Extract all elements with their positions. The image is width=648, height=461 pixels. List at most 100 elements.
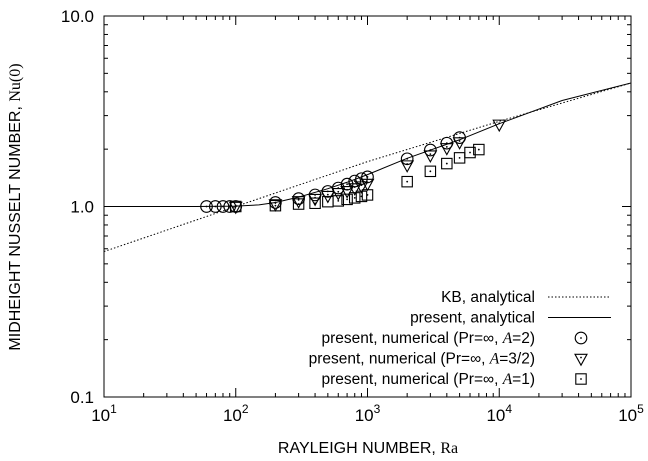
marker-dot — [477, 148, 480, 151]
marker-dot — [429, 170, 432, 173]
marker-square — [361, 189, 374, 201]
series-5-point — [441, 157, 453, 170]
series-5-point — [473, 143, 485, 156]
marker-triangle — [347, 183, 362, 196]
series-4-point — [331, 188, 346, 201]
legend-sample-marker-4 — [574, 353, 588, 367]
series-4-point — [423, 150, 438, 163]
series-5-point — [341, 193, 353, 206]
y-axis-title: MIDHEIGHT NUSSELT NUMBER, Nu(0) — [7, 63, 24, 350]
legend-label-1: KB, analytical — [441, 289, 535, 306]
legend: KB, analytical present, analytical present… — [309, 289, 611, 388]
marker-dot — [274, 202, 277, 204]
axes-layer: 101 102 103 104 105 0.1 1.0 10.0 — [61, 7, 644, 425]
series-3-point — [361, 170, 374, 184]
marker-square — [348, 192, 361, 204]
series-5-point — [332, 195, 345, 207]
series-1-line — [104, 82, 631, 253]
marker-dot — [353, 186, 356, 188]
legend-sample-marker-5 — [575, 373, 587, 385]
marker-ring — [440, 136, 454, 150]
marker-triangle — [360, 178, 375, 192]
marker-square — [424, 165, 437, 178]
marker-dot — [406, 157, 409, 160]
marker-square — [230, 200, 242, 213]
marker-triangle — [340, 185, 355, 199]
marker-square — [464, 146, 476, 159]
marker-ring — [424, 143, 437, 157]
marker-square — [309, 197, 321, 210]
marker-ring — [216, 200, 230, 213]
marker-dot — [580, 378, 582, 380]
legend-label-5: present, numerical (Pr=∞, A=1) — [322, 371, 536, 388]
series-4-point — [347, 183, 362, 196]
legend-label-4: present, numerical (Pr=∞, A=3/2) — [309, 351, 535, 368]
marker-ring — [269, 196, 282, 209]
series-3-point — [400, 152, 414, 166]
marker-dot — [366, 176, 369, 178]
marker-triangle — [400, 160, 415, 173]
marker-triangle — [268, 199, 283, 212]
marker-square — [332, 195, 345, 207]
marker-ring — [331, 181, 345, 195]
marker-square — [341, 193, 353, 206]
marker-square — [269, 199, 282, 212]
marker-dot — [429, 153, 432, 156]
marker-dot — [346, 183, 348, 186]
marker-dot — [326, 193, 329, 196]
series-4-point — [452, 137, 467, 150]
marker-dot — [326, 200, 329, 203]
marker-triangle — [492, 119, 507, 133]
marker-dot — [337, 200, 340, 202]
marker-dot — [234, 205, 237, 208]
marker-triangle — [354, 181, 369, 194]
marker-dot — [274, 204, 277, 207]
series-5-point — [401, 175, 413, 188]
legend-label-3: present, numerical (Pr=∞, A=2) — [322, 330, 536, 347]
marker-dot — [366, 181, 369, 184]
y-tick-label: 0.1 — [70, 388, 94, 407]
series-layer — [104, 82, 631, 253]
series-5-point — [424, 165, 437, 178]
marker-dot — [346, 188, 348, 191]
series-2-line — [104, 82, 631, 207]
marker-dot — [297, 199, 300, 201]
legend-sample-marker-3 — [574, 331, 588, 345]
marker-square — [355, 190, 368, 203]
series-3-point — [200, 200, 213, 213]
marker-dot — [366, 194, 369, 196]
marker-dot — [346, 198, 348, 201]
marker-square — [441, 157, 453, 170]
marker-triangle — [423, 150, 438, 163]
series-5-point — [464, 146, 476, 159]
y-tick-label: 1.0 — [70, 198, 94, 217]
marker-dot — [498, 122, 501, 125]
series-4-point — [354, 181, 369, 194]
marker-dot — [458, 140, 461, 142]
marker-triangle — [331, 188, 346, 201]
x-tick-label: 105 — [618, 402, 644, 425]
series-4-point — [439, 143, 454, 156]
series-4-point — [360, 178, 375, 192]
series-4-point — [340, 185, 355, 199]
marker-dot — [406, 180, 409, 183]
marker-dot — [360, 184, 363, 186]
marker-dot — [445, 162, 448, 165]
series-3-point — [208, 200, 222, 213]
marker-dot — [406, 163, 409, 165]
series-clip-group — [104, 82, 631, 253]
marker-dot — [214, 205, 217, 208]
series-4-point — [400, 160, 415, 173]
marker-ring — [200, 200, 213, 213]
legend-label-2: present, analytical — [410, 310, 535, 327]
x-tick-label: 104 — [486, 402, 512, 425]
x-tick-label: 101 — [91, 402, 117, 425]
marker-dot — [337, 190, 340, 193]
series-5-point — [292, 198, 305, 210]
marker-triangle — [308, 193, 323, 207]
x-axis-title: RAYLEIGH NUMBER, Ra — [278, 440, 458, 457]
marker-triangle — [228, 201, 243, 215]
marker-dot — [469, 151, 471, 154]
marker-dot — [580, 356, 582, 359]
